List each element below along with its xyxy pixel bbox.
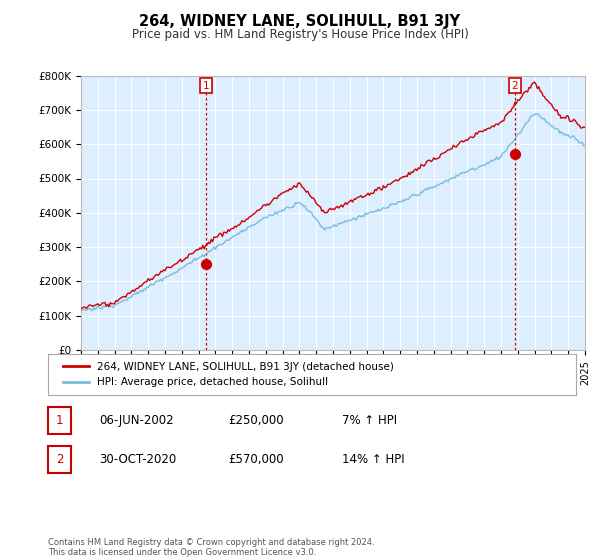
Text: 1: 1 — [56, 414, 63, 427]
Legend: 264, WIDNEY LANE, SOLIHULL, B91 3JY (detached house), HPI: Average price, detach: 264, WIDNEY LANE, SOLIHULL, B91 3JY (det… — [58, 358, 398, 391]
Text: 14% ↑ HPI: 14% ↑ HPI — [342, 453, 404, 466]
Text: £570,000: £570,000 — [228, 453, 284, 466]
Text: 7% ↑ HPI: 7% ↑ HPI — [342, 414, 397, 427]
Text: 264, WIDNEY LANE, SOLIHULL, B91 3JY: 264, WIDNEY LANE, SOLIHULL, B91 3JY — [139, 14, 461, 29]
Text: 2: 2 — [512, 81, 518, 91]
Text: 06-JUN-2002: 06-JUN-2002 — [99, 414, 173, 427]
Text: Contains HM Land Registry data © Crown copyright and database right 2024.
This d: Contains HM Land Registry data © Crown c… — [48, 538, 374, 557]
Text: 1: 1 — [203, 81, 209, 91]
Text: Price paid vs. HM Land Registry's House Price Index (HPI): Price paid vs. HM Land Registry's House … — [131, 28, 469, 41]
Text: 2: 2 — [56, 453, 63, 466]
Text: £250,000: £250,000 — [228, 414, 284, 427]
Text: 30-OCT-2020: 30-OCT-2020 — [99, 453, 176, 466]
